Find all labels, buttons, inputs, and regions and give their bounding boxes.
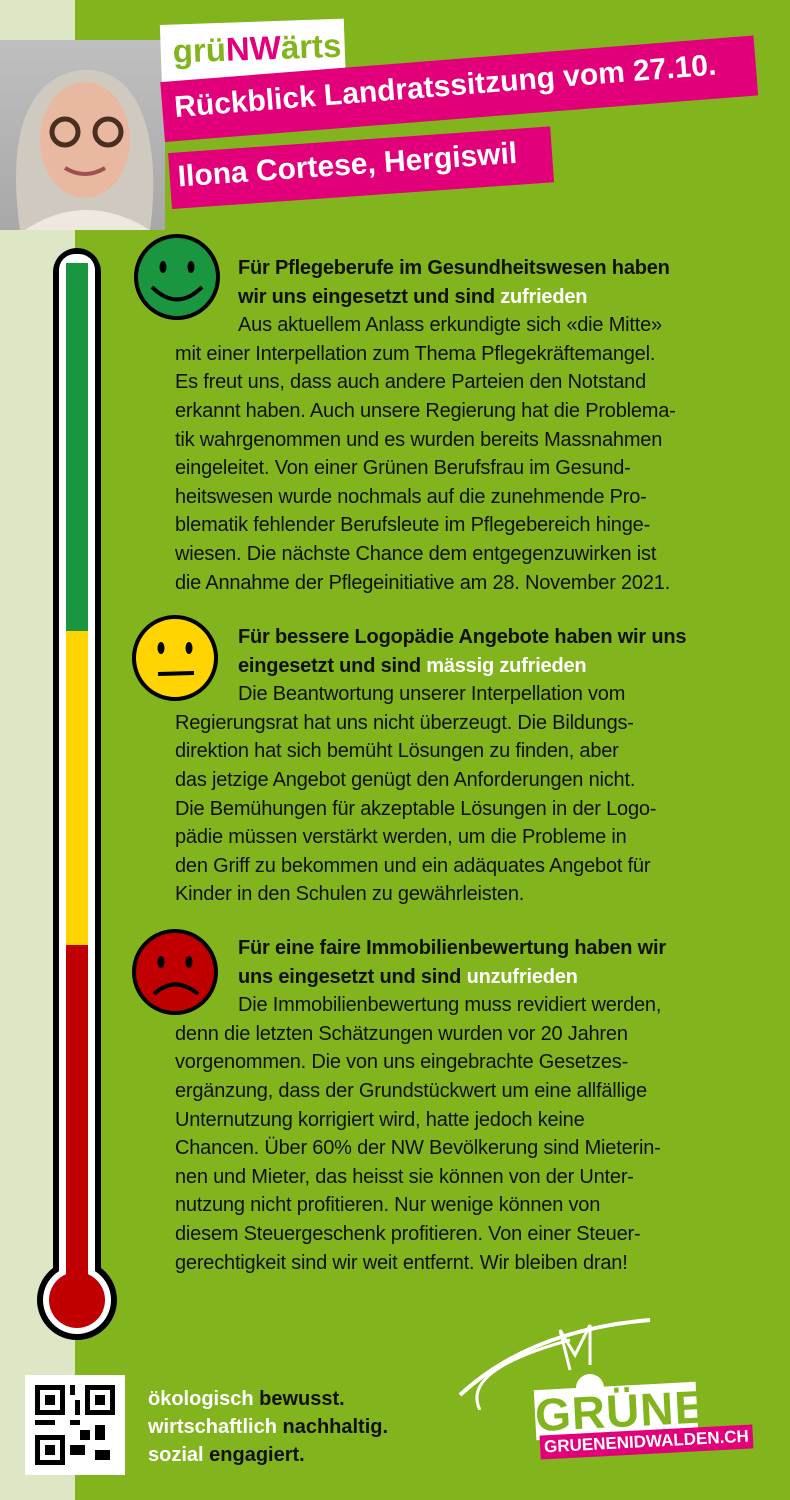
rating-label: zufrieden <box>500 285 588 308</box>
body-line: wiesen. Die nächste Chance dem entgegenz… <box>175 543 657 565</box>
body-line: diesem Steuergeschenk profitieren. Von e… <box>175 1223 641 1245</box>
body-line: Die Immobilienbewertung muss revidiert w… <box>238 994 662 1017</box>
body-line: Es freut uns, dass auch andere Parteien … <box>175 371 647 394</box>
body-line: Kinder in den Schulen zu gewährleisten. <box>175 883 525 906</box>
body-line: blematik fehlender Berufsleute im Pflege… <box>175 514 651 537</box>
body-line: Aus aktuellem Anlass erkundigte sich «di… <box>238 314 662 337</box>
body-line: tik wahrgenommen und es wurden bereits M… <box>175 428 663 451</box>
body-line: das jetzige Angebot genügt den Anforderu… <box>175 769 636 791</box>
body-line: gerechtigkeit sind wir weit entfernt. Wi… <box>175 1251 628 1274</box>
section-heading: Für eine faire Immobilienbewertung haben… <box>238 937 666 959</box>
body-line: Unternutzung korrigiert wird, hatte jedo… <box>175 1108 585 1131</box>
happy-smiley-icon <box>134 234 220 320</box>
thermo-bulb <box>49 1272 105 1328</box>
section-heading: uns eingesetzt und sind unzufrieden <box>238 965 578 988</box>
body-line: die Annahme der Pflegeinitiative am 28. … <box>175 571 671 594</box>
slogan: ökologisch bewusst. wirtschaftlich nachh… <box>148 1388 389 1466</box>
sad-smiley-icon <box>132 929 218 1015</box>
body-line: ergänzung, dass der Grundstückwert um ei… <box>175 1080 647 1102</box>
thermo-yellow <box>66 631 88 945</box>
thermo-red <box>66 945 88 1295</box>
body-line: nutzung nicht profitieren. Nur wenige kö… <box>175 1194 601 1217</box>
rating-label: mässig zufrieden <box>426 654 587 677</box>
qr-code[interactable] <box>25 1375 125 1475</box>
rating-label: unzufrieden <box>466 965 578 988</box>
body-line: heitswesen wurde nochmals auf die zunehm… <box>175 485 647 508</box>
body-line: erkannt haben. Auch unsere Regierung hat… <box>175 400 676 422</box>
body-line: nen und Mieter, das heisst sie können vo… <box>175 1165 634 1188</box>
section-heading: Für bessere Logopädie Angebote haben wir… <box>238 626 687 648</box>
author-name: Ilona Cortese, Hergiswil <box>168 126 555 209</box>
author-photo <box>0 40 165 230</box>
thermo-green <box>66 263 88 631</box>
body-line: mit einer Interpellation zum Thema Pfleg… <box>175 342 656 365</box>
body-line: Die Beantwortung unserer Interpellation … <box>238 683 626 706</box>
body-line: eingeleitet. Von einer Grünen Berufsfrau… <box>175 457 631 480</box>
body-line: Chancen. Über 60% der NW Bevölkerung sin… <box>175 1137 661 1160</box>
section-heading: Für Pflegeberufe im Gesundheitswesen hab… <box>238 257 670 279</box>
body-line: Die Bemühungen für akzeptable Lösungen i… <box>175 797 657 820</box>
section-heading: wir uns eingesetzt und sind zufrieden <box>238 285 588 308</box>
body-line: denn die letzten Schätzungen wurden vor … <box>175 1022 628 1045</box>
body-line: den Griff zu bekommen und ein adäquates … <box>175 854 651 877</box>
body-line: Regierungsrat hat uns nicht überzeugt. D… <box>175 711 634 734</box>
body-line: direktion hat sich bemüht Lösungen zu fi… <box>175 740 619 763</box>
body-line: vorgenommen. Die von uns eingebrachte Ge… <box>175 1051 629 1074</box>
section-heading: eingesetzt und sind mässig zufrieden <box>238 654 587 677</box>
body-line: pädie müssen verstärkt werden, um die Pr… <box>175 826 627 849</box>
thermometer <box>37 248 117 1340</box>
neutral-smiley-icon <box>132 615 218 701</box>
